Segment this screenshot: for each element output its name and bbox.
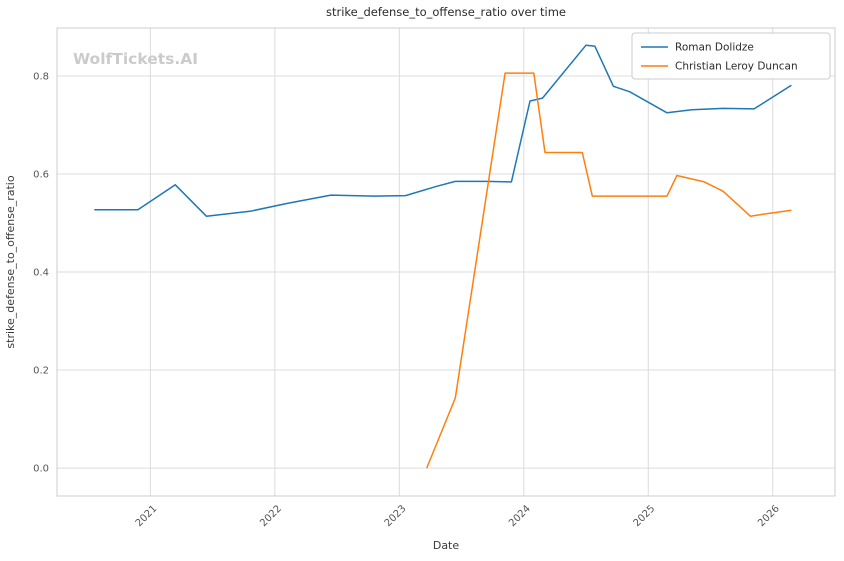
plot-area	[57, 28, 835, 496]
y-tick-label: 0.4	[33, 268, 49, 279]
y-tick-label: 0.8	[33, 72, 49, 83]
series-line-christian-leroy-duncan	[426, 72, 792, 469]
legend: Roman Dolidze Christian Leroy Duncan	[631, 32, 831, 80]
y-tick-label: 0.0	[33, 464, 49, 475]
y-tick-label: 0.2	[33, 366, 49, 377]
series-line-roman-dolidze	[94, 44, 792, 217]
x-tick-label: 2022	[258, 503, 284, 529]
gridlines	[57, 28, 835, 496]
y-axis-label: strike_defense_to_offense_ratio	[4, 175, 17, 348]
watermark: WolfTickets.AI	[73, 50, 198, 68]
x-tick-label: 2026	[756, 503, 782, 529]
x-tick-label: 2023	[383, 503, 409, 529]
x-tick-labels: 2021 2022 2023 2024 2025 2026	[134, 503, 782, 529]
x-tick-label: 2025	[632, 503, 658, 529]
legend-box	[631, 32, 831, 80]
legend-label: Christian Leroy Duncan	[675, 61, 798, 73]
plot-frame	[56, 27, 836, 497]
legend-label: Roman Dolidze	[675, 42, 754, 54]
x-axis-label: Date	[433, 539, 460, 552]
x-tick-label: 2021	[134, 503, 160, 529]
y-tick-label: 0.6	[33, 170, 49, 181]
y-tick-labels: 0.0 0.2 0.4 0.6 0.8	[33, 72, 49, 475]
x-tick-label: 2024	[507, 503, 533, 529]
chart-title: strike_defense_to_offense_ratio over tim…	[326, 5, 566, 19]
series-lines	[94, 44, 792, 469]
